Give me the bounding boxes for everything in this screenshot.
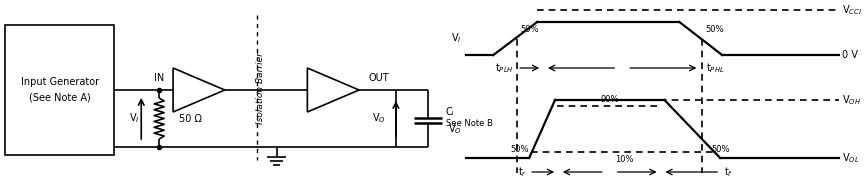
- Text: 50%: 50%: [705, 25, 724, 35]
- Text: 50%: 50%: [511, 145, 529, 154]
- Text: V$_O$: V$_O$: [447, 122, 461, 136]
- Text: 50%: 50%: [520, 25, 538, 35]
- Text: t$_{PHL}$: t$_{PHL}$: [707, 61, 725, 75]
- Text: t$_f$: t$_f$: [724, 165, 733, 179]
- Text: 10%: 10%: [616, 155, 634, 164]
- Text: Cₗ: Cₗ: [446, 107, 454, 117]
- Text: See Note B: See Note B: [446, 119, 492, 128]
- Text: V$_I$: V$_I$: [129, 112, 140, 125]
- Text: Input Generator: Input Generator: [21, 77, 99, 87]
- Bar: [5, 25, 114, 155]
- Text: V$_{OL}$: V$_{OL}$: [843, 151, 860, 165]
- Text: V$_O$: V$_O$: [372, 112, 386, 125]
- Text: 50%: 50%: [711, 145, 730, 154]
- Text: t$_{PLH}$: t$_{PLH}$: [494, 61, 513, 75]
- Text: (See Note A): (See Note A): [29, 93, 90, 103]
- Text: 50 Ω: 50 Ω: [179, 113, 202, 124]
- Text: V$_{OH}$: V$_{OH}$: [843, 93, 862, 107]
- Text: OUT: OUT: [368, 73, 388, 83]
- Text: 0 V: 0 V: [843, 50, 858, 60]
- Text: V$_{CCI}$: V$_{CCI}$: [843, 3, 863, 17]
- Text: V$_I$: V$_I$: [451, 32, 461, 45]
- Text: IN: IN: [154, 73, 164, 83]
- Text: Isolation Barrier: Isolation Barrier: [256, 52, 265, 124]
- Text: 90%: 90%: [601, 95, 619, 104]
- Text: t$_r$: t$_r$: [518, 165, 527, 179]
